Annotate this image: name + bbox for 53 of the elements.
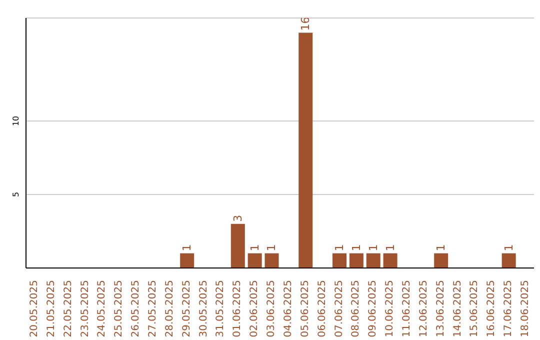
x-tick-label: 23.05.2025: [80, 280, 91, 338]
data-label: 3: [231, 214, 244, 222]
x-tick-label: 31.05.2025: [215, 280, 226, 338]
bar: [349, 253, 364, 268]
bar: [248, 253, 262, 268]
x-tick-label: 28.05.2025: [164, 280, 176, 338]
y-tick-label: 10: [12, 116, 20, 126]
x-tick-label: 13.06.2025: [435, 280, 446, 338]
x-tick-label: 25.05.2025: [114, 280, 125, 338]
x-tick-label: 09.06.2025: [368, 280, 379, 338]
bar: [298, 32, 313, 268]
bar: [366, 253, 380, 268]
bar: [434, 253, 448, 268]
x-tick-label: 01.06.2025: [232, 280, 244, 338]
data-label: 1: [248, 244, 262, 252]
bar: [264, 253, 279, 268]
data-label: 1: [384, 244, 397, 252]
x-tick-label: 08.06.2025: [350, 280, 362, 338]
bar: [502, 253, 516, 268]
x-tick-label: 16.06.2025: [486, 280, 498, 338]
bar: [180, 253, 194, 268]
x-tick-label: 20.05.2025: [28, 280, 40, 338]
x-tick-label: 12.06.2025: [418, 280, 430, 338]
data-label: 1: [366, 244, 380, 252]
x-tick-label: 29.05.2025: [181, 280, 192, 338]
bar: [332, 253, 346, 268]
x-tick-label: 26.05.2025: [130, 280, 142, 338]
x-tick-label: 06.06.2025: [316, 280, 328, 338]
bar: [383, 253, 398, 268]
x-tick-label: 24.05.2025: [96, 280, 108, 338]
x-tick-label: 15.06.2025: [469, 280, 480, 338]
x-tick-label: 10.06.2025: [384, 280, 396, 338]
x-tick-label: 21.05.2025: [46, 280, 57, 338]
x-tick-label: 07.06.2025: [334, 280, 345, 338]
x-tick-label: 18.06.2025: [520, 280, 532, 338]
x-tick-label: 22.05.2025: [62, 280, 74, 338]
x-tick-label: 30.05.2025: [198, 280, 210, 338]
x-tick-label: 05.06.2025: [300, 280, 311, 338]
data-label: 1: [332, 244, 346, 252]
x-tick-label: 04.06.2025: [282, 280, 294, 338]
x-tick-label: 02.06.2025: [249, 280, 260, 338]
x-tick-label: 03.06.2025: [266, 280, 278, 338]
x-tick-label: 27.05.2025: [148, 280, 158, 338]
data-label: 1: [434, 244, 448, 252]
data-label: 1: [180, 244, 194, 252]
x-tick-label: 17.06.2025: [503, 280, 514, 338]
y-tick-label: 5: [12, 192, 20, 198]
x-tick-label: 14.06.2025: [452, 280, 464, 338]
bar: [230, 224, 245, 268]
data-label: 1: [350, 244, 363, 252]
data-label: 1: [265, 244, 278, 252]
x-tick-label: 11.06.2025: [402, 280, 412, 338]
data-label: 1: [502, 244, 516, 252]
